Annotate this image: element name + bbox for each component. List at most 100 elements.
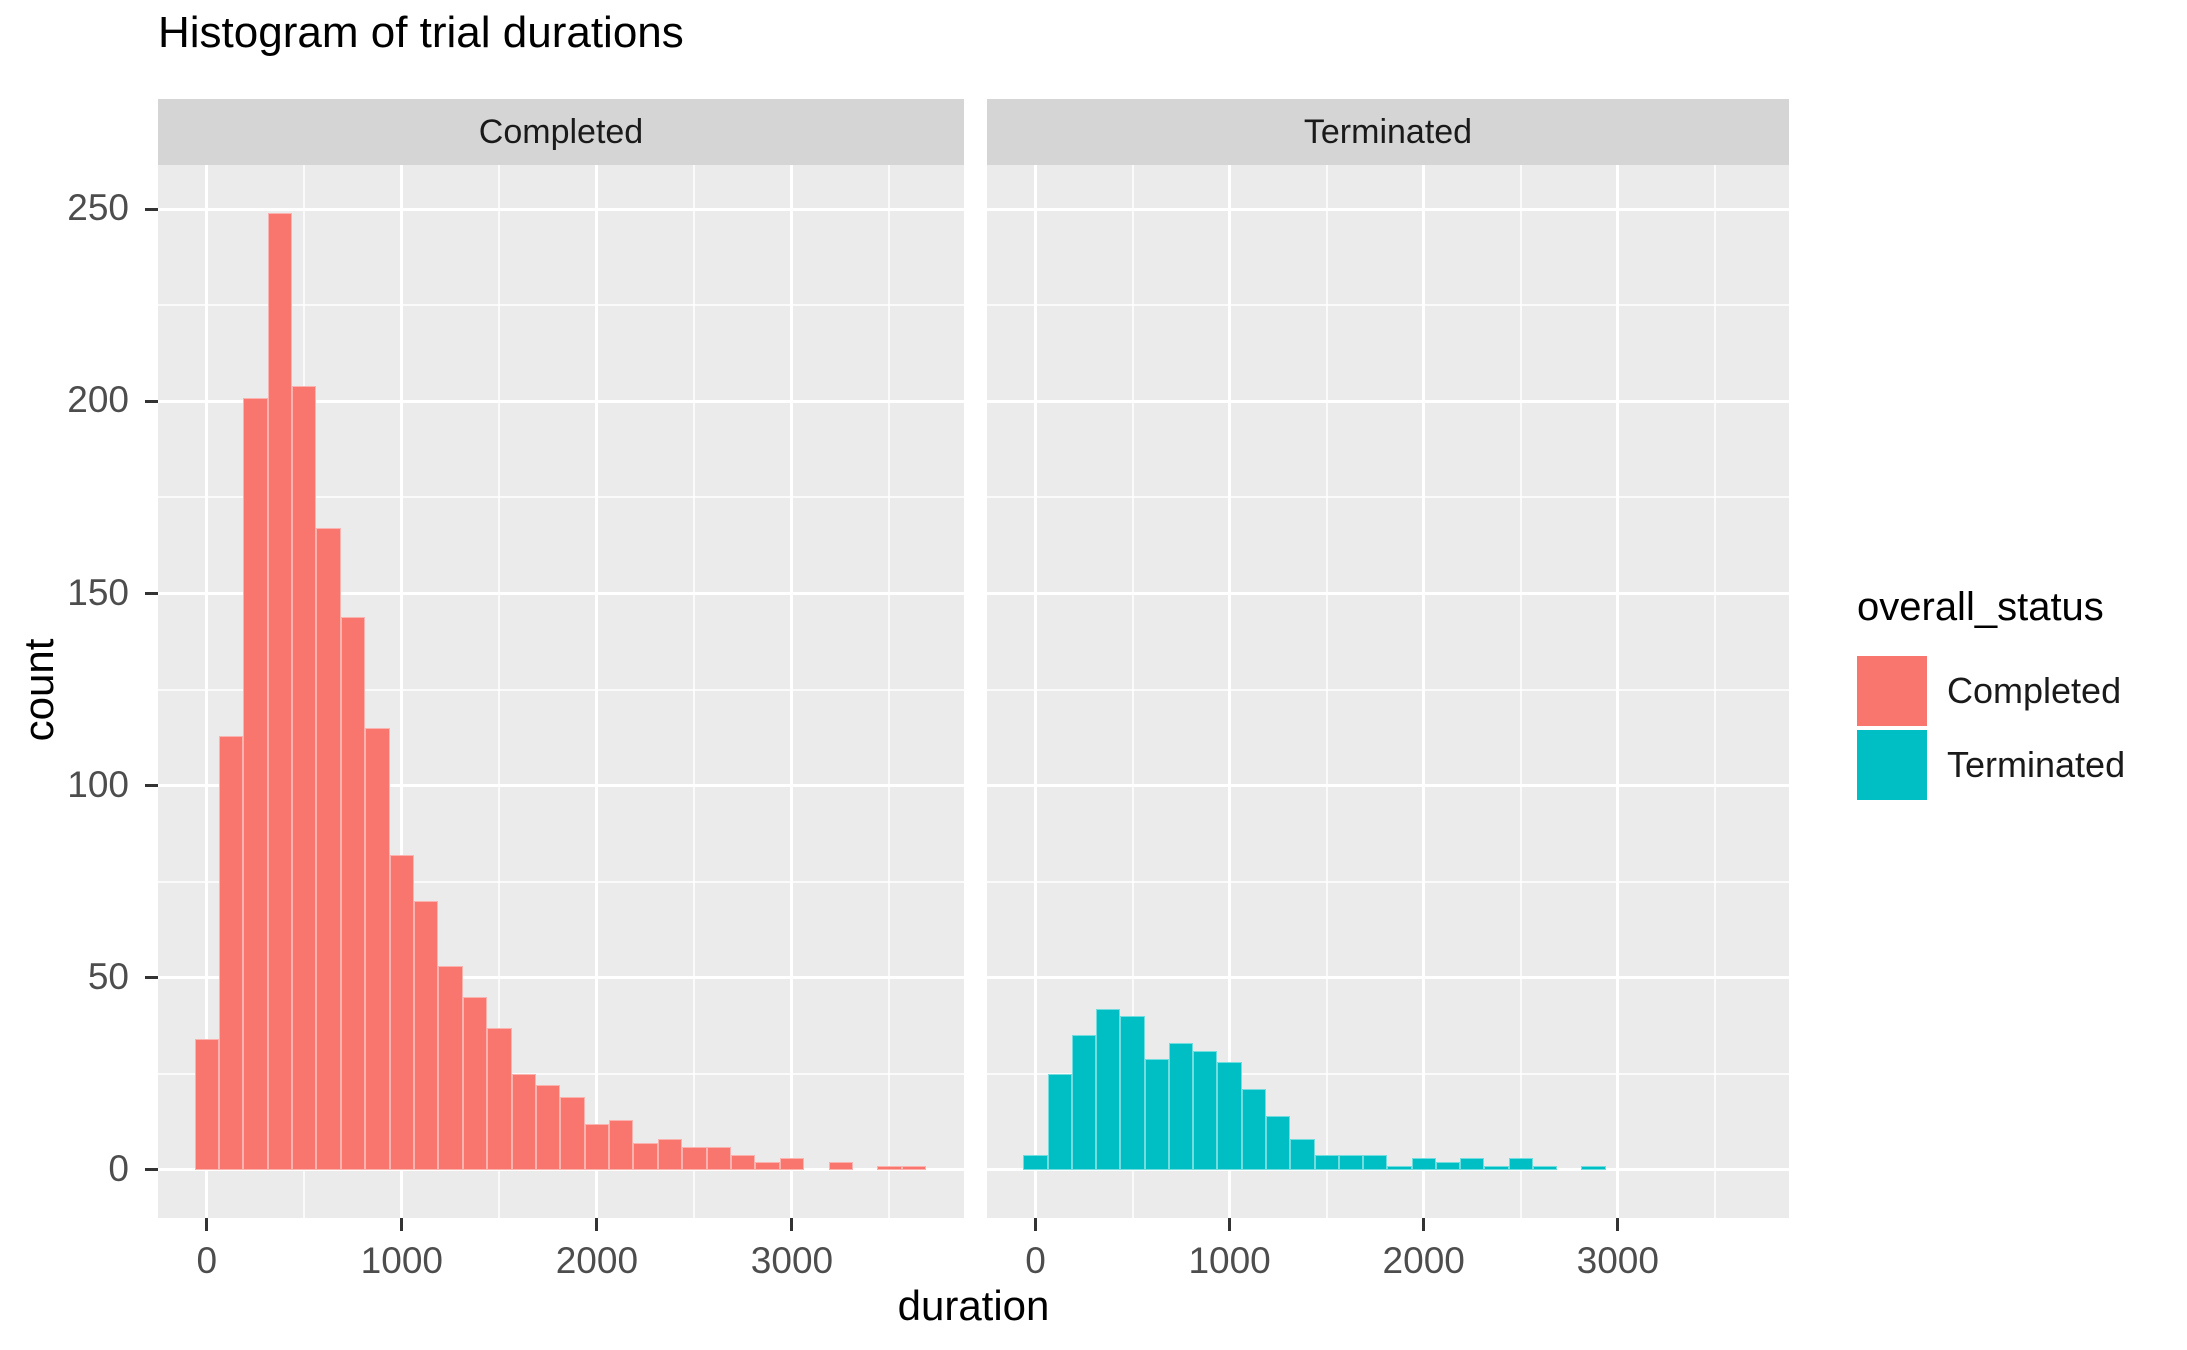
x-tick-mark-terminated-3000 (1616, 1218, 1620, 1231)
x-tick-mark-completed-0 (205, 1218, 209, 1231)
x-tick-mark-completed-1000 (400, 1218, 404, 1231)
legend: overall_status Completed Terminated (1857, 585, 2187, 804)
bar-terminated-bin-375 (1096, 1008, 1121, 1170)
bar-completed-bin-2250 (633, 1143, 658, 1170)
x-axis-title: duration (897, 1282, 1050, 1329)
bar-terminated-bin-1000 (1217, 1062, 1242, 1170)
gridline-y-minor-75 (158, 880, 964, 883)
bar-completed-bin-375 (267, 213, 293, 1170)
y-tick-mark-100 (145, 784, 158, 788)
x-tick-mark-completed-3000 (790, 1218, 794, 1231)
legend-item-completed: Completed (1857, 656, 2187, 726)
gridline-y-minor-75 (987, 880, 1789, 883)
gridline-y-minor-175 (987, 496, 1789, 499)
gridline-x-minor-500 (1131, 165, 1134, 1218)
legend-label-terminated: Terminated (1947, 744, 2126, 785)
bar-completed-bin-125 (218, 735, 244, 1170)
legend-swatch-completed (1857, 656, 1927, 726)
facet-strip-terminated: Terminated (987, 99, 1789, 165)
bar-completed-bin-2750 (730, 1154, 756, 1170)
y-tick-label-150: 150 (67, 571, 129, 613)
gridline-x-minor-1500 (1325, 165, 1328, 1218)
bar-completed-bin-250 (243, 397, 268, 1170)
gridline-x-1000 (400, 165, 404, 1218)
bar-terminated-bin-1250 (1266, 1116, 1291, 1170)
bar-completed-bin-625 (316, 528, 341, 1170)
bar-completed-bin-500 (292, 385, 317, 1170)
gridline-x-minor-3500 (888, 165, 891, 1218)
facet-strip-label-terminated: Terminated (1303, 112, 1473, 151)
gridline-x-3000 (1616, 165, 1620, 1218)
bar-completed-bin-750 (340, 616, 366, 1170)
x-tick-mark-terminated-1000 (1228, 1218, 1232, 1231)
facet-strip-completed: Completed (158, 99, 964, 165)
x-tick-label-terminated-0: 0 (1025, 1240, 1046, 1281)
bar-completed-bin-1750 (535, 1085, 561, 1170)
bar-terminated-bin-1125 (1241, 1089, 1266, 1170)
x-tick-label-completed-3000: 3000 (750, 1240, 834, 1281)
gridline-x-1000 (1228, 165, 1232, 1218)
bar-terminated-bin-2875 (1581, 1166, 1606, 1170)
bar-completed-bin-2500 (682, 1146, 707, 1170)
bar-completed-bin-2125 (609, 1120, 634, 1170)
gridline-y-250 (987, 207, 1789, 211)
y-tick-label-50: 50 (87, 955, 129, 997)
gridline-x-2000 (1422, 165, 1426, 1218)
bar-terminated-bin-2250 (1460, 1158, 1485, 1170)
gridline-x-0 (1034, 165, 1038, 1218)
x-tick-label-terminated-2000: 2000 (1382, 1240, 1465, 1281)
gridline-y-50 (158, 976, 964, 980)
bar-terminated-bin-1625 (1338, 1154, 1364, 1170)
bar-terminated-bin-625 (1144, 1058, 1169, 1170)
facet-panel-terminated (987, 165, 1789, 1218)
bar-terminated-bin-250 (1071, 1035, 1097, 1170)
gridline-x-minor-1500 (498, 165, 501, 1218)
legend-item-terminated: Terminated (1857, 730, 2187, 800)
gridline-y-minor-125 (158, 688, 964, 691)
gridline-y-minor-25 (987, 1072, 1789, 1075)
legend-swatch-terminated (1857, 730, 1927, 800)
x-tick-label-terminated-1000: 1000 (1188, 1240, 1271, 1281)
bar-terminated-bin-2125 (1435, 1162, 1461, 1170)
gridline-y-50 (987, 976, 1789, 980)
facet-strip-label-completed: Completed (478, 112, 644, 151)
x-tick-mark-completed-2000 (595, 1218, 599, 1231)
bar-completed-bin-3250 (828, 1162, 853, 1170)
gridline-x-minor-2500 (1519, 165, 1522, 1218)
facet-panel-completed (158, 165, 964, 1218)
x-tick-label-completed-2000: 2000 (555, 1240, 639, 1281)
bar-terminated-bin-1750 (1363, 1154, 1388, 1170)
y-tick-mark-150 (145, 592, 158, 595)
bar-completed-bin-0 (194, 1039, 219, 1170)
bar-terminated-bin-2625 (1532, 1166, 1558, 1170)
bar-terminated-bin-750 (1168, 1043, 1194, 1170)
bar-terminated-bin-2375 (1484, 1166, 1509, 1170)
gridline-y-100 (158, 784, 964, 788)
gridline-y-minor-125 (987, 688, 1789, 691)
bar-terminated-bin-500 (1120, 1016, 1145, 1170)
y-tick-mark-0 (145, 1168, 158, 1172)
gridline-y-200 (158, 399, 964, 403)
bar-terminated-bin-1875 (1387, 1166, 1412, 1170)
gridline-y-150 (987, 592, 1789, 595)
gridline-x-minor-3500 (1713, 165, 1716, 1218)
bar-terminated-bin-2500 (1508, 1158, 1533, 1170)
y-axis-title: count (15, 638, 62, 742)
y-tick-label-100: 100 (67, 763, 129, 805)
gridline-y-minor-225 (987, 304, 1789, 307)
x-tick-mark-terminated-2000 (1422, 1218, 1426, 1231)
bar-terminated-bin-125 (1047, 1073, 1072, 1170)
gridline-x-2000 (595, 165, 599, 1218)
bar-completed-bin-3500 (877, 1166, 902, 1170)
bar-completed-bin-3000 (779, 1158, 805, 1170)
bar-completed-bin-1625 (511, 1073, 536, 1170)
bar-completed-bin-2875 (755, 1162, 780, 1170)
x-tick-mark-terminated-0 (1034, 1218, 1038, 1231)
bar-completed-bin-1875 (560, 1096, 585, 1170)
bar-completed-bin-1125 (414, 900, 439, 1170)
x-tick-label-terminated-3000: 3000 (1576, 1240, 1659, 1281)
bar-completed-bin-2000 (584, 1123, 610, 1170)
gridline-x-3000 (790, 165, 794, 1218)
y-tick-mark-200 (145, 399, 158, 403)
